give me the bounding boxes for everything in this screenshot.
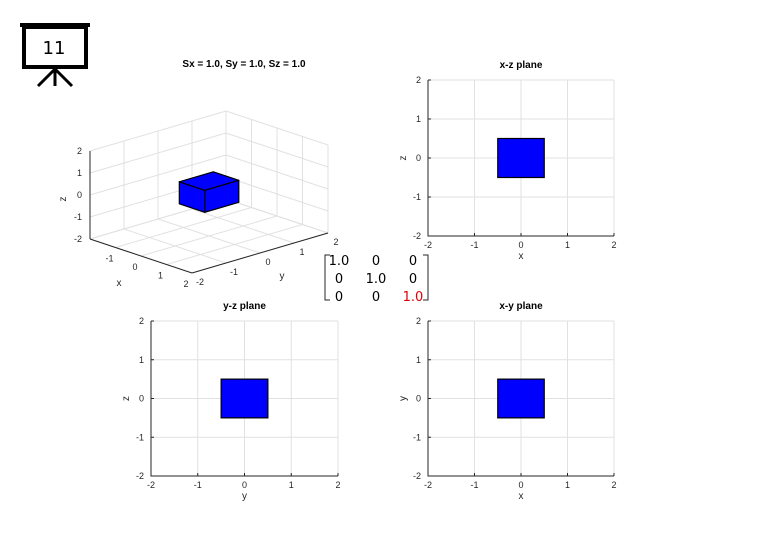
y-axis-label: z [398,156,409,161]
z-tick-label: -2 [74,234,82,244]
x-tick-label: 1 [289,480,294,490]
x-tick-label: -1 [194,480,202,490]
y-tick-label: -1 [136,432,144,442]
grid-line-floor [191,208,295,244]
plot-title: y-z plane [223,301,266,312]
z-tick-label: 1 [77,168,82,178]
y-tick-label: -1 [413,192,421,202]
x-tick-label: -2 [147,480,155,490]
grid-line-side-wall [89,110,227,152]
matrix-cell: 0 [335,272,343,287]
y-axis-label: z [121,396,132,401]
cube-face-top [178,171,240,191]
grid-line-back-wall [225,154,329,190]
z-tick-label: 0 [77,190,82,200]
matrix-bracket-right [423,254,429,301]
presentation-icon [20,23,90,88]
plot-xz-plane: -2 -1 0 1 2 -2 -1 0 1 2 x-z plane x z [398,60,617,262]
y-tick-label: 0 [416,394,421,404]
y-tick-label: 2 [139,316,144,326]
x-tick-label: 1 [565,240,570,250]
plot-xy-plane: -2 -1 0 1 2 -2 -1 0 1 2 x-y plane x y [398,301,617,502]
y-tick-label: 2 [416,75,421,85]
x-tick-label: 0 [518,480,523,490]
x-tick-label: -1 [105,254,113,264]
plot-title: x-z plane [500,60,543,71]
x-tick-label: 2 [611,240,616,250]
x-tick-label: 0 [242,480,247,490]
z-axis-label: z [58,197,69,202]
x-tick-label: -2 [424,480,432,490]
scale-matrix: 1.0 0 0 0 1.0 0 0 0 1.0 [324,254,429,305]
x-tick-label: -1 [470,240,478,250]
y-tick-label: 2 [416,316,421,326]
x-tick-label: 2 [183,279,188,289]
y-tick-label: 2 [333,237,338,247]
matrix-bracket-left [324,254,330,301]
x-axis-label: x [117,278,122,289]
y-tick-label: 0 [416,153,421,163]
matrix-cell: 1.0 [329,254,350,269]
grid-line-side-wall [89,132,227,174]
y-tick-label: -2 [196,277,204,287]
x-tick-label: 1 [158,271,163,281]
y-tick-label: 1 [416,355,421,365]
x-tick-label: 1 [565,480,570,490]
y-tick-label: -1 [413,432,421,442]
matrix-cell: 0 [372,290,380,305]
x-tick-label: 2 [611,480,616,490]
grid-line-back-wall [225,110,329,146]
matrix-cell: 0 [372,254,380,269]
matrix-cell: 0 [409,254,417,269]
matrix-cell: 0 [335,290,343,305]
plot-title: x-y plane [499,301,543,312]
plot-title: Sx = 1.0, Sy = 1.0, Sz = 1.0 [182,59,306,70]
y-axis-label: y [280,271,285,282]
y-tick-label: -2 [136,471,144,481]
cube-projection [497,137,545,179]
matrix-cell-highlighted: 1.0 [403,290,424,305]
x-axis-label: x [519,491,524,502]
grid-line-floor [166,224,303,265]
x-tick-label: 0 [518,240,523,250]
y-axis-line [191,232,329,274]
slide-number: 11 [43,38,66,59]
y-tick-label: 0 [139,394,144,404]
y-tick-label: 1 [139,355,144,365]
y-tick-label: 1 [299,247,304,257]
y-tick-label: 0 [265,257,270,267]
y-axis-label: y [398,396,409,401]
y-tick-label: -2 [413,471,421,481]
x-tick-label: 2 [335,480,340,490]
grid-line-floor [225,198,329,234]
y-tick-label: -1 [230,267,238,277]
x-tick-label: -1 [470,480,478,490]
x-axis-label: x [519,251,524,262]
x-tick-label: -2 [424,240,432,250]
matrix-cell: 0 [409,272,417,287]
z-tick-label: -1 [74,212,82,222]
cube-projection [220,378,269,419]
grid-line-back-wall [225,132,329,168]
plot-3d: -1 0 1 2 -2 -1 0 1 2 -2 -1 0 1 2 x y z Sx = 1.0, Sy = 1.0… [58,59,339,289]
grid-line-floor [157,218,261,254]
x-axis-label: y [242,491,247,502]
z-tick-label: 2 [77,146,82,156]
x-tick-label: 0 [132,262,137,272]
cube-projection [497,378,545,419]
matrix-cell: 1.0 [366,272,387,287]
plot-yz-plane: -2 -1 0 1 2 -2 -1 0 1 2 y-z plane y z [121,301,341,502]
x-axis-line [89,238,193,274]
y-tick-label: 1 [416,114,421,124]
y-tick-label: -2 [413,231,421,241]
grid-line-side-wall [89,154,227,196]
